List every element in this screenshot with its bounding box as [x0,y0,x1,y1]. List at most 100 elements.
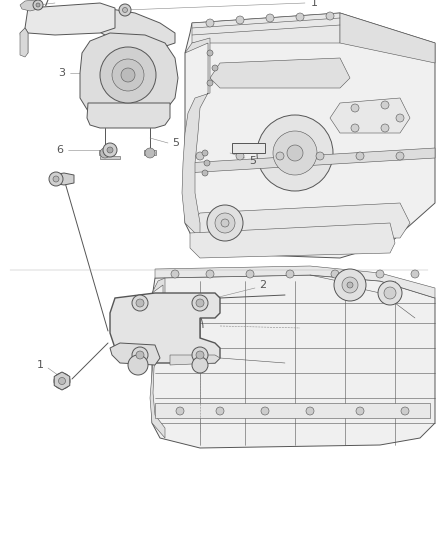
Circle shape [257,115,333,191]
Circle shape [103,143,117,157]
Circle shape [53,176,59,182]
Circle shape [216,407,224,415]
Text: 1: 1 [311,0,318,8]
Circle shape [246,270,254,278]
Circle shape [356,152,364,160]
Text: 7: 7 [42,0,49,8]
Text: 2: 2 [259,280,267,290]
Circle shape [207,205,243,241]
Polygon shape [110,293,220,363]
Circle shape [381,124,389,132]
Circle shape [123,7,127,12]
Circle shape [33,0,43,10]
Circle shape [334,269,366,301]
Circle shape [202,150,208,156]
Circle shape [171,270,179,278]
Circle shape [196,152,204,160]
Text: 4: 4 [42,26,49,36]
Circle shape [261,407,269,415]
Text: 5: 5 [250,156,257,166]
Polygon shape [150,278,165,438]
Circle shape [206,270,214,278]
Polygon shape [170,355,220,365]
Circle shape [207,50,213,56]
Text: 3: 3 [59,68,66,78]
Circle shape [306,407,314,415]
Circle shape [204,160,210,166]
Circle shape [381,101,389,109]
Circle shape [378,281,402,305]
Polygon shape [182,38,210,238]
Polygon shape [20,0,40,11]
Text: 5: 5 [173,138,180,148]
Polygon shape [87,103,170,128]
Text: 6: 6 [57,145,64,155]
Circle shape [236,16,244,24]
Circle shape [396,152,404,160]
Circle shape [384,287,396,299]
Circle shape [396,114,404,122]
Circle shape [136,351,144,359]
Circle shape [316,152,324,160]
Circle shape [356,407,364,415]
Polygon shape [52,173,74,185]
Circle shape [36,3,40,7]
Circle shape [206,19,214,27]
Circle shape [351,124,359,132]
Circle shape [192,357,208,373]
Circle shape [112,59,144,91]
Polygon shape [185,13,435,258]
Circle shape [121,68,135,82]
Circle shape [236,152,244,160]
Circle shape [207,80,213,86]
Circle shape [128,355,148,375]
Circle shape [100,148,110,158]
Circle shape [196,351,204,359]
Polygon shape [210,58,350,88]
Circle shape [411,270,419,278]
Circle shape [119,4,131,16]
Circle shape [221,219,229,227]
Circle shape [215,213,235,233]
Polygon shape [0,273,438,533]
Circle shape [107,147,113,153]
Circle shape [49,172,63,186]
Polygon shape [152,275,435,448]
Circle shape [136,299,144,307]
Text: 1: 1 [36,360,43,370]
Circle shape [59,377,66,384]
Polygon shape [144,150,156,155]
Circle shape [326,12,334,20]
Circle shape [100,47,156,103]
Circle shape [351,104,359,112]
Polygon shape [190,203,410,238]
Polygon shape [99,150,111,155]
Circle shape [145,148,155,158]
Circle shape [376,270,384,278]
Polygon shape [0,0,438,270]
Polygon shape [92,8,175,48]
Circle shape [212,65,218,71]
Polygon shape [110,343,160,365]
Circle shape [192,347,208,363]
Circle shape [273,131,317,175]
Circle shape [331,270,339,278]
Polygon shape [54,372,70,390]
Circle shape [176,407,184,415]
Polygon shape [192,13,340,43]
Circle shape [132,347,148,363]
Circle shape [54,373,70,389]
Circle shape [286,270,294,278]
Circle shape [202,170,208,176]
Polygon shape [155,403,430,418]
Polygon shape [340,13,435,63]
Polygon shape [190,223,395,258]
Polygon shape [100,156,120,159]
Circle shape [347,282,353,288]
Circle shape [192,295,208,311]
Polygon shape [155,266,435,298]
Polygon shape [232,143,265,153]
Circle shape [296,13,304,21]
Polygon shape [185,148,435,173]
Polygon shape [20,28,28,57]
